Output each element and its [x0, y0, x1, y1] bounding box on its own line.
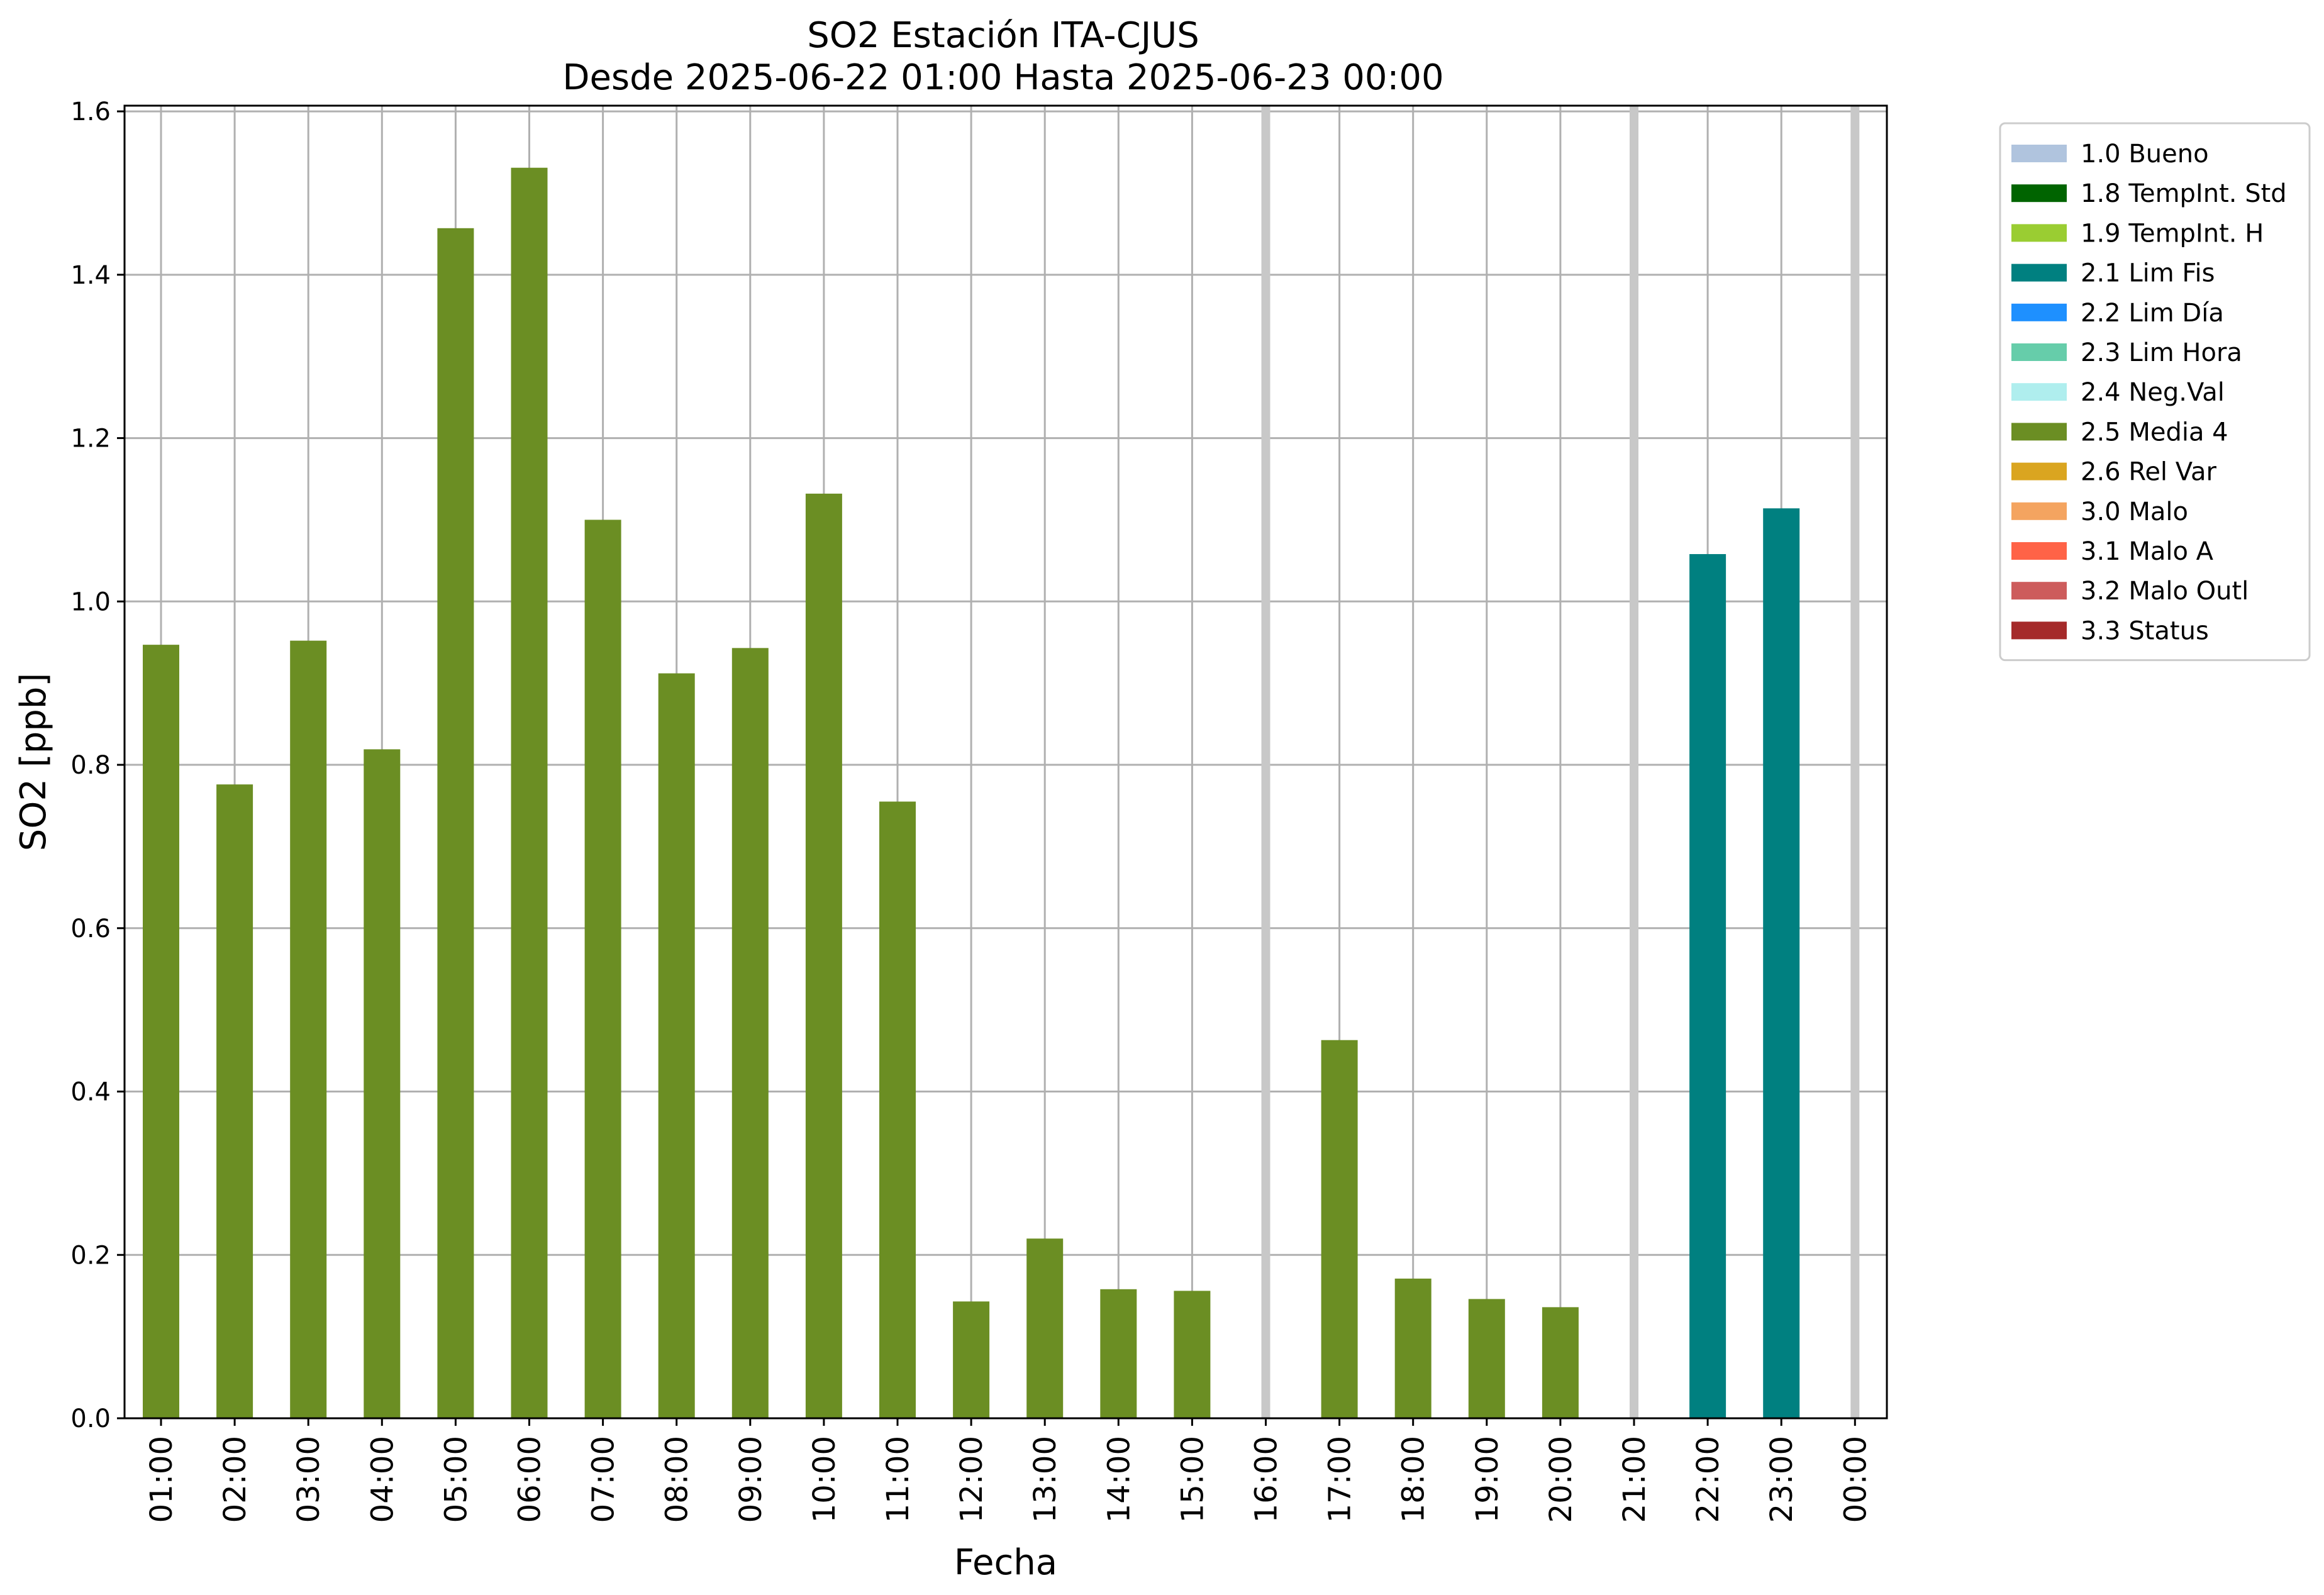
bar-1300 [1026, 1238, 1064, 1418]
legend-label: 1.8 TempInt. Std [2081, 179, 2287, 208]
legend-swatch [2011, 423, 2067, 441]
x-tick-label: 07:00 [586, 1436, 621, 1523]
missing-value-marker [1261, 106, 1270, 1418]
bars-layer [143, 167, 1800, 1419]
legend-swatch [2011, 502, 2067, 520]
missing-value-marker [1630, 106, 1638, 1418]
bar-1500 [1174, 1291, 1211, 1418]
x-tick-label: 12:00 [954, 1436, 989, 1523]
legend-swatch [2011, 224, 2067, 242]
x-tick-label: 15:00 [1175, 1436, 1210, 1523]
x-tick-label: 17:00 [1323, 1436, 1358, 1523]
legend-label: 2.4 Neg.Val [2081, 378, 2225, 407]
legend-swatch [2011, 542, 2067, 560]
legend-label: 2.1 Lim Fis [2081, 259, 2215, 288]
bar-1100 [879, 801, 916, 1418]
x-tick-label: 22:00 [1691, 1436, 1726, 1523]
y-tick-label: 0.8 [70, 751, 111, 780]
bar-2000 [1542, 1307, 1579, 1418]
bar-0100 [143, 645, 179, 1418]
y-tick-label: 1.4 [70, 261, 111, 290]
bar-0600 [511, 167, 548, 1418]
x-tick-label: 20:00 [1543, 1436, 1579, 1523]
x-tick-label: 19:00 [1470, 1436, 1505, 1523]
legend-label: 3.0 Malo [2081, 497, 2188, 526]
legend-label: 2.5 Media 4 [2081, 418, 2228, 447]
legend-swatch [2011, 303, 2067, 321]
plot-frame [123, 104, 1888, 1420]
legend-swatch [2011, 343, 2067, 361]
bar-0300 [290, 640, 327, 1418]
x-tick-label: 06:00 [513, 1436, 548, 1523]
x-tick-label: 16:00 [1249, 1436, 1284, 1523]
legend-label: 3.3 Status [2081, 616, 2209, 645]
legend-swatch [2011, 383, 2067, 401]
bar-0500 [437, 228, 474, 1419]
legend-swatch [2011, 145, 2067, 162]
legend-swatch [2011, 582, 2067, 600]
bar-2200 [1689, 553, 1726, 1418]
x-tick-label: 00:00 [1838, 1436, 1873, 1523]
y-tick-label: 0.0 [70, 1404, 111, 1433]
y-tick-label: 1.2 [70, 425, 111, 453]
bar-0900 [731, 648, 769, 1418]
y-tick-label: 1.6 [70, 97, 111, 126]
bar-1200 [953, 1301, 990, 1418]
y-tick-label: 1.0 [70, 587, 111, 616]
legend-box [1999, 122, 2311, 662]
bar-0700 [584, 520, 621, 1418]
y-axis: 0.0 0.2 0.4 0.6 0.8 1.0 1.2 1.4 1.6 [70, 97, 125, 1433]
legend-label: 2.2 Lim Día [2081, 299, 2224, 328]
legend-label: 3.2 Malo Outl [2081, 577, 2249, 606]
bar-2300 [1763, 508, 1800, 1418]
legend-swatch [2011, 184, 2067, 203]
y-tick-label: 0.6 [70, 914, 111, 943]
missing-value-marker [1850, 106, 1860, 1418]
x-tick-label: 05:00 [438, 1436, 474, 1523]
x-tick-label: 04:00 [365, 1436, 400, 1523]
legend: 1.0 Bueno 1.8 TempInt. Std 1.9 TempInt. H 2… [1999, 122, 2311, 662]
bar-1000 [805, 493, 842, 1418]
bar-0400 [364, 749, 401, 1418]
legend-label: 2.6 Rel Var [2081, 458, 2217, 487]
x-tick-label: 13:00 [1028, 1436, 1063, 1523]
y-tick-label: 0.2 [70, 1241, 111, 1270]
bar-1900 [1468, 1299, 1505, 1418]
legend-swatch [2011, 462, 2067, 481]
x-tick-label: 02:00 [218, 1436, 253, 1523]
y-axis-label: SO2 [ppb] [13, 673, 54, 851]
legend-swatch [2011, 264, 2067, 282]
x-tick-label: 18:00 [1396, 1436, 1432, 1523]
x-tick-label: 08:00 [660, 1436, 695, 1523]
x-axis: 01:00 02:00 03:00 04:00 05:00 06:00 07:00 08:00… [144, 1418, 1873, 1523]
missing-markers [1261, 106, 1860, 1418]
bar-1700 [1321, 1040, 1358, 1418]
legend-label: 1.9 TempInt. H [2081, 219, 2264, 248]
x-tick-label: 01:00 [144, 1436, 179, 1523]
x-tick-label: 21:00 [1617, 1436, 1652, 1523]
legend-label: 1.0 Bueno [2081, 140, 2209, 169]
bar-1400 [1100, 1289, 1137, 1418]
bar-0200 [216, 784, 253, 1418]
x-tick-label: 09:00 [733, 1436, 769, 1523]
chart-subtitle: Desde 2025-06-22 01:00 Hasta 2025-06-23 … [562, 57, 1443, 98]
x-tick-label: 23:00 [1764, 1436, 1799, 1523]
legend-label: 2.3 Lim Hora [2081, 338, 2242, 367]
x-tick-label: 03:00 [291, 1436, 326, 1523]
legend-items: 1.0 Bueno 1.8 TempInt. Std 1.9 TempInt. H 2… [2011, 140, 2287, 645]
x-tick-label: 11:00 [881, 1436, 916, 1523]
bar-0800 [658, 673, 695, 1418]
y-tick-label: 0.4 [70, 1078, 111, 1107]
legend-swatch [2011, 621, 2067, 640]
legend-label: 3.1 Malo A [2081, 537, 2214, 566]
chart-title: SO2 Estación ITA-CJUS [807, 15, 1199, 56]
x-tick-label: 14:00 [1101, 1436, 1137, 1523]
bar-1800 [1394, 1278, 1432, 1418]
x-tick-label: 10:00 [807, 1436, 842, 1523]
x-axis-label: Fecha [954, 1542, 1057, 1583]
